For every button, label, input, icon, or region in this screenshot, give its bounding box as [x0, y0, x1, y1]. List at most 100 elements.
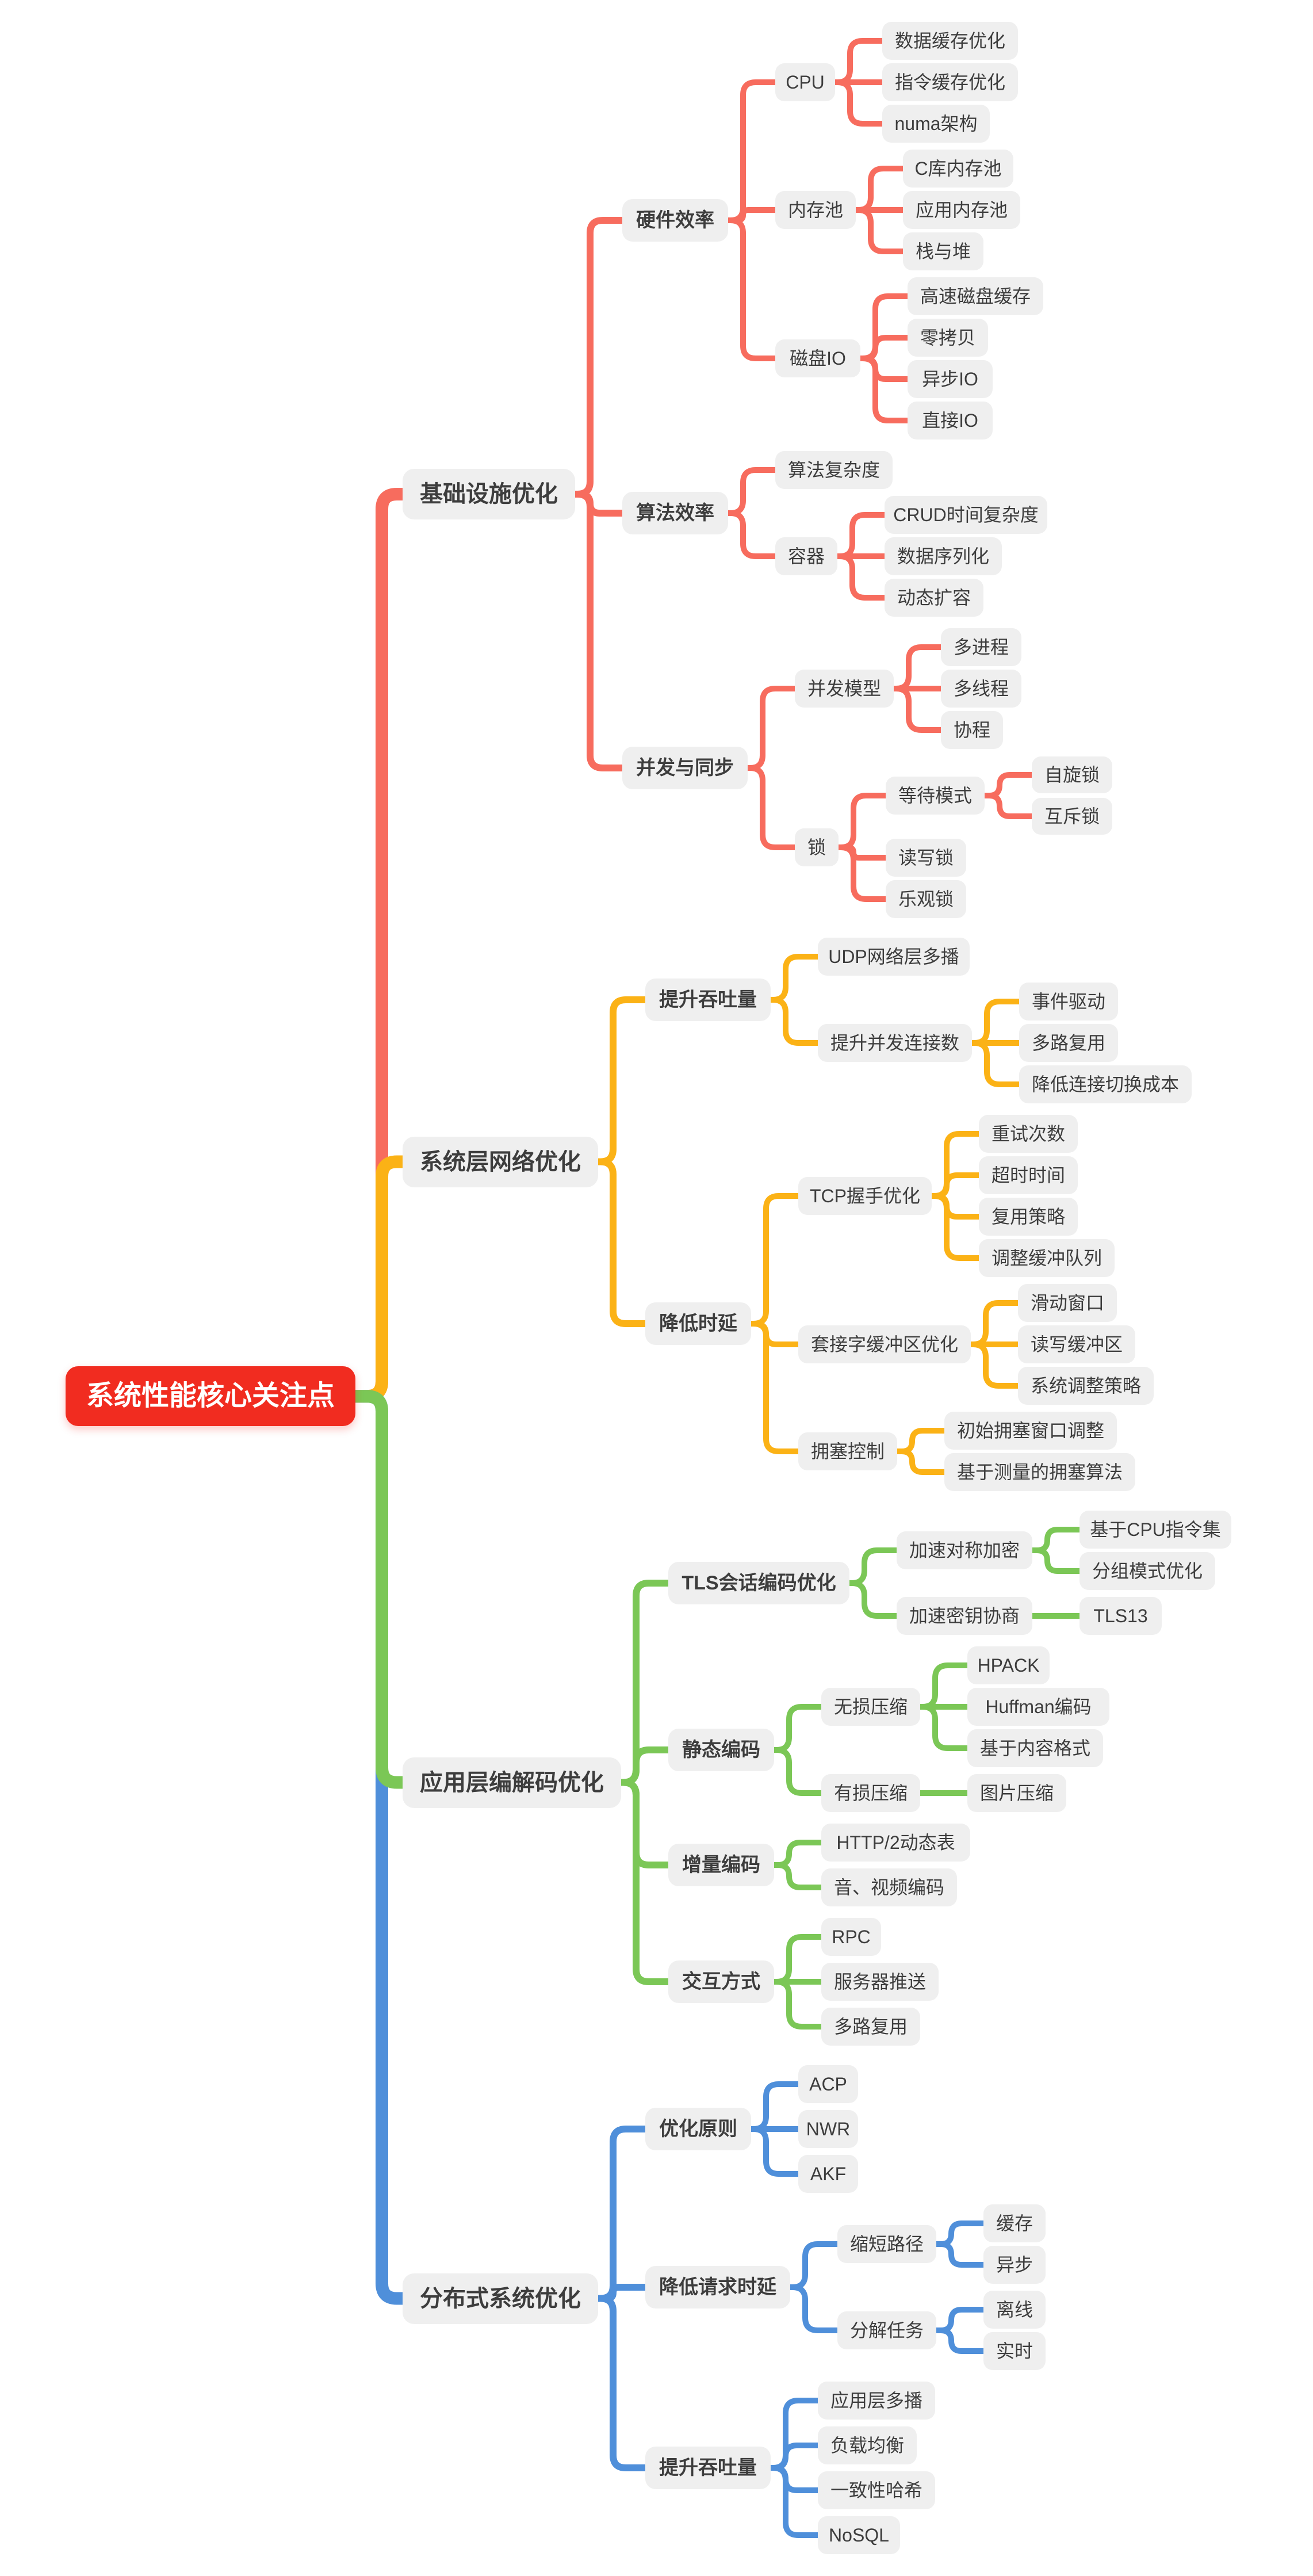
- mindmap-topic-node[interactable]: 协程: [941, 711, 1003, 749]
- mindmap-topic-node[interactable]: 优化原则: [645, 2108, 751, 2150]
- mindmap-topic-node[interactable]: 多线程: [941, 670, 1021, 708]
- mindmap-topic-node[interactable]: 降低连接切换成本: [1019, 1065, 1192, 1103]
- mindmap-topic-node[interactable]: 数据序列化: [885, 537, 1002, 575]
- mindmap-topic-node[interactable]: 拥塞控制: [798, 1432, 897, 1470]
- mindmap-topic-node[interactable]: CRUD时间复杂度: [885, 496, 1047, 534]
- mindmap-topic-node[interactable]: 多路复用: [821, 2008, 920, 2046]
- mindmap-branch-node[interactable]: 分布式系统优化: [403, 2273, 598, 2324]
- mindmap-topic-node[interactable]: TLS会话编码优化: [668, 1562, 849, 1604]
- mindmap-topic-node[interactable]: 分解任务: [837, 2311, 936, 2349]
- mindmap-topic-node[interactable]: AKF: [798, 2155, 858, 2193]
- mindmap-topic-node[interactable]: 服务器推送: [821, 1963, 939, 2001]
- mindmap-topic-node[interactable]: 增量编码: [668, 1844, 774, 1886]
- mindmap-topic-node[interactable]: 缓存: [983, 2204, 1046, 2242]
- mindmap-topic-node[interactable]: TCP握手优化: [798, 1177, 932, 1215]
- connector: [572, 491, 626, 771]
- mindmap-topic-node[interactable]: 复用策略: [979, 1198, 1078, 1236]
- mindmap-topic-node[interactable]: 自旋锁: [1032, 756, 1112, 793]
- mindmap-topic-node[interactable]: 算法效率: [622, 492, 728, 534]
- mindmap-topic-node[interactable]: 无损压缩: [821, 1688, 920, 1726]
- mindmap-topic-node[interactable]: 音、视频编码: [821, 1868, 957, 1906]
- mindmap-topic-node[interactable]: UDP网络层多播: [818, 938, 970, 976]
- mindmap-topic-node[interactable]: 缩短路径: [837, 2225, 936, 2263]
- mindmap-topic-node[interactable]: 应用内存池: [903, 191, 1020, 229]
- connector: [771, 1704, 824, 1753]
- mindmap-topic-node[interactable]: 高速磁盘缓存: [908, 277, 1043, 315]
- mindmap-topic-node[interactable]: 并发模型: [795, 670, 894, 708]
- mindmap-topic-node[interactable]: 负载均衡: [818, 2426, 917, 2464]
- mindmap-branch-node[interactable]: 基础设施优化: [403, 469, 575, 519]
- mindmap-topic-node[interactable]: 有损压缩: [821, 1774, 920, 1812]
- mindmap-topic-node[interactable]: 初始拥塞窗口调整: [944, 1412, 1117, 1450]
- mindmap-topic-node[interactable]: 静态编码: [668, 1729, 774, 1771]
- mindmap-topic-node[interactable]: 异步IO: [908, 360, 993, 398]
- mindmap-topic-node[interactable]: 指令缓存优化: [882, 63, 1018, 101]
- mindmap-topic-node[interactable]: 重试次数: [979, 1115, 1078, 1153]
- mindmap-topic-node[interactable]: 交互方式: [668, 1960, 774, 2003]
- mindmap-topic-node[interactable]: 系统调整策略: [1018, 1367, 1154, 1405]
- mindmap-topic-node[interactable]: NWR: [798, 2110, 858, 2148]
- mindmap-topic-node[interactable]: 算法复杂度: [775, 451, 893, 489]
- mindmap-topic-node[interactable]: 硬件效率: [622, 199, 728, 242]
- mindmap-topic-node[interactable]: 离线: [983, 2291, 1046, 2329]
- mindmap-topic-node[interactable]: 读写缓冲区: [1018, 1325, 1135, 1363]
- mindmap-topic-node[interactable]: 加速密钥协商: [897, 1597, 1032, 1635]
- mindmap-topic-node[interactable]: 读写锁: [886, 839, 966, 877]
- mindmap-topic-node[interactable]: C库内存池: [903, 150, 1013, 188]
- mindmap-topic-node[interactable]: 动态扩容: [885, 579, 983, 617]
- mindmap-topic-node[interactable]: 异步: [983, 2246, 1046, 2284]
- mindmap-topic-node[interactable]: 基于CPU指令集: [1080, 1511, 1231, 1549]
- mindmap-topic-node[interactable]: 栈与堆: [903, 232, 983, 270]
- mindmap-topic-node[interactable]: 一致性哈希: [818, 2471, 935, 2509]
- mindmap-topic-node[interactable]: 乐观锁: [886, 880, 966, 918]
- mindmap-topic-node[interactable]: 容器: [775, 537, 837, 575]
- mindmap-topic-node[interactable]: 滑动窗口: [1018, 1284, 1117, 1322]
- mindmap-topic-node[interactable]: 数据缓存优化: [882, 22, 1018, 60]
- mindmap-topic-node[interactable]: 套接字缓冲区优化: [798, 1325, 971, 1363]
- mindmap-topic-node[interactable]: 调整缓冲队列: [979, 1239, 1115, 1277]
- connector: [1029, 1547, 1082, 1574]
- mindmap-topic-node[interactable]: ACP: [798, 2065, 858, 2103]
- mindmap-topic-node[interactable]: CPU: [775, 63, 835, 101]
- mindmap-topic-node[interactable]: 分组模式优化: [1080, 1552, 1215, 1590]
- mindmap-topic-node[interactable]: 提升并发连接数: [818, 1024, 972, 1062]
- connector: [917, 1704, 970, 1751]
- mindmap-topic-node[interactable]: 降低请求时延: [645, 2266, 790, 2309]
- mindmap-topic-node[interactable]: TLS13: [1080, 1597, 1162, 1635]
- connector: [834, 553, 887, 601]
- mindmap-topic-node[interactable]: 互斥锁: [1032, 798, 1112, 835]
- mindmap-topic-node[interactable]: 零拷贝: [908, 319, 988, 357]
- mindmap-topic-node[interactable]: RPC: [821, 1918, 881, 1956]
- mindmap-topic-node[interactable]: 基于测量的拥塞算法: [944, 1453, 1135, 1491]
- mindmap-branch-node[interactable]: 系统层网络优化: [403, 1137, 598, 1187]
- mindmap-branch-node[interactable]: 应用层编解码优化: [403, 1757, 621, 1808]
- mindmap-topic-node[interactable]: HTTP/2动态表: [821, 1824, 970, 1862]
- mindmap-topic-node[interactable]: 应用层多播: [818, 2382, 935, 2420]
- mindmap-topic-node[interactable]: 等待模式: [886, 777, 985, 815]
- mindmap-root-node[interactable]: 系统性能核心关注点: [66, 1366, 355, 1426]
- connector: [725, 510, 778, 559]
- mindmap-topic-node[interactable]: 直接IO: [908, 402, 993, 439]
- mindmap-topic-node[interactable]: 多进程: [941, 628, 1021, 666]
- mindmap-topic-node[interactable]: numa架构: [882, 105, 990, 143]
- connector: [771, 1747, 824, 1796]
- mindmap-topic-node[interactable]: HPACK: [967, 1646, 1050, 1684]
- mindmap-topic-node[interactable]: 基于内容格式: [967, 1729, 1103, 1767]
- connector: [771, 1934, 824, 1985]
- mindmap-topic-node[interactable]: 实时: [983, 2332, 1046, 2370]
- mindmap-topic-node[interactable]: 图片压缩: [967, 1774, 1066, 1812]
- mindmap-topic-node[interactable]: 锁: [795, 828, 839, 866]
- mindmap-topic-node[interactable]: 加速对称加密: [897, 1531, 1032, 1569]
- mindmap-topic-node[interactable]: 内存池: [775, 191, 856, 229]
- mindmap-topic-node[interactable]: 并发与同步: [622, 747, 748, 789]
- mindmap-topic-node[interactable]: 降低时延: [645, 1302, 751, 1345]
- mindmap-topic-node[interactable]: 超时时间: [979, 1156, 1078, 1194]
- connector: [725, 467, 778, 516]
- mindmap-topic-node[interactable]: 多路复用: [1019, 1024, 1118, 1062]
- mindmap-topic-node[interactable]: NoSQL: [818, 2516, 900, 2554]
- mindmap-topic-node[interactable]: 磁盘IO: [775, 339, 860, 377]
- mindmap-topic-node[interactable]: 提升吞吐量: [645, 979, 771, 1021]
- mindmap-topic-node[interactable]: 事件驱动: [1019, 983, 1118, 1021]
- mindmap-topic-node[interactable]: Huffman编码: [967, 1688, 1109, 1726]
- mindmap-topic-node[interactable]: 提升吞吐量: [645, 2447, 771, 2489]
